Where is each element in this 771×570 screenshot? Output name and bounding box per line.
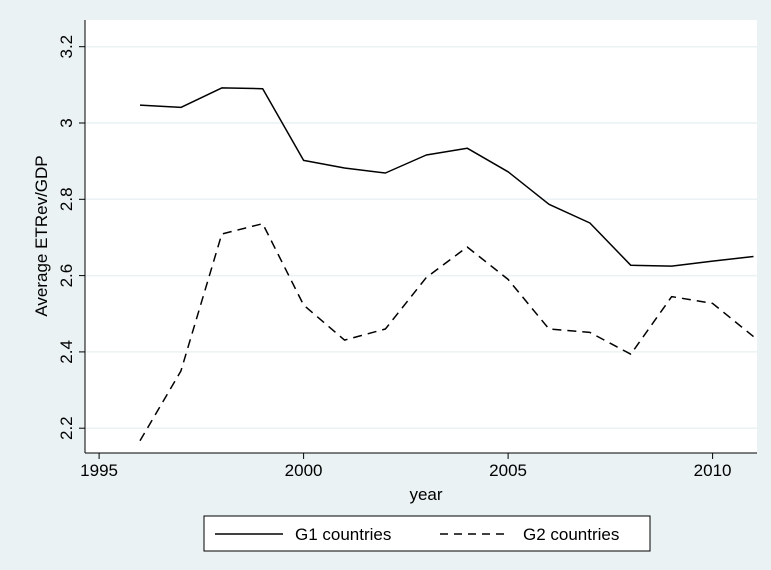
x-axis-title: year xyxy=(409,485,442,504)
legend-label-g1: G1 countries xyxy=(295,525,391,544)
x-tick-label: 2005 xyxy=(489,461,527,480)
legend-label-g2: G2 countries xyxy=(523,525,619,544)
x-tick-label: 1995 xyxy=(80,461,118,480)
series-line-2 xyxy=(139,222,754,442)
y-tick-label: 3.2 xyxy=(57,35,76,59)
x-tick-label: 2010 xyxy=(694,461,732,480)
y-axis-ticks: 2.2 2.4 2.6 2.8 3 3.2 xyxy=(57,35,85,440)
plot-area xyxy=(85,20,757,453)
grid-lines xyxy=(85,45,757,429)
series-lines xyxy=(139,87,754,442)
legend: G1 countries G2 countries xyxy=(203,515,651,552)
y-tick-label: 2.6 xyxy=(57,264,76,288)
y-tick-label: 2.8 xyxy=(57,187,76,211)
y-tick-label: 2.2 xyxy=(57,416,76,440)
x-tick-label: 2000 xyxy=(285,461,323,480)
y-axis-title: Average ETRev/GDP xyxy=(32,155,51,316)
y-tick-label: 3 xyxy=(57,118,76,127)
y-tick-label: 2.4 xyxy=(57,340,76,364)
series-line-1 xyxy=(139,87,754,267)
x-axis-ticks: 1995 2000 2005 2010 xyxy=(80,453,732,480)
